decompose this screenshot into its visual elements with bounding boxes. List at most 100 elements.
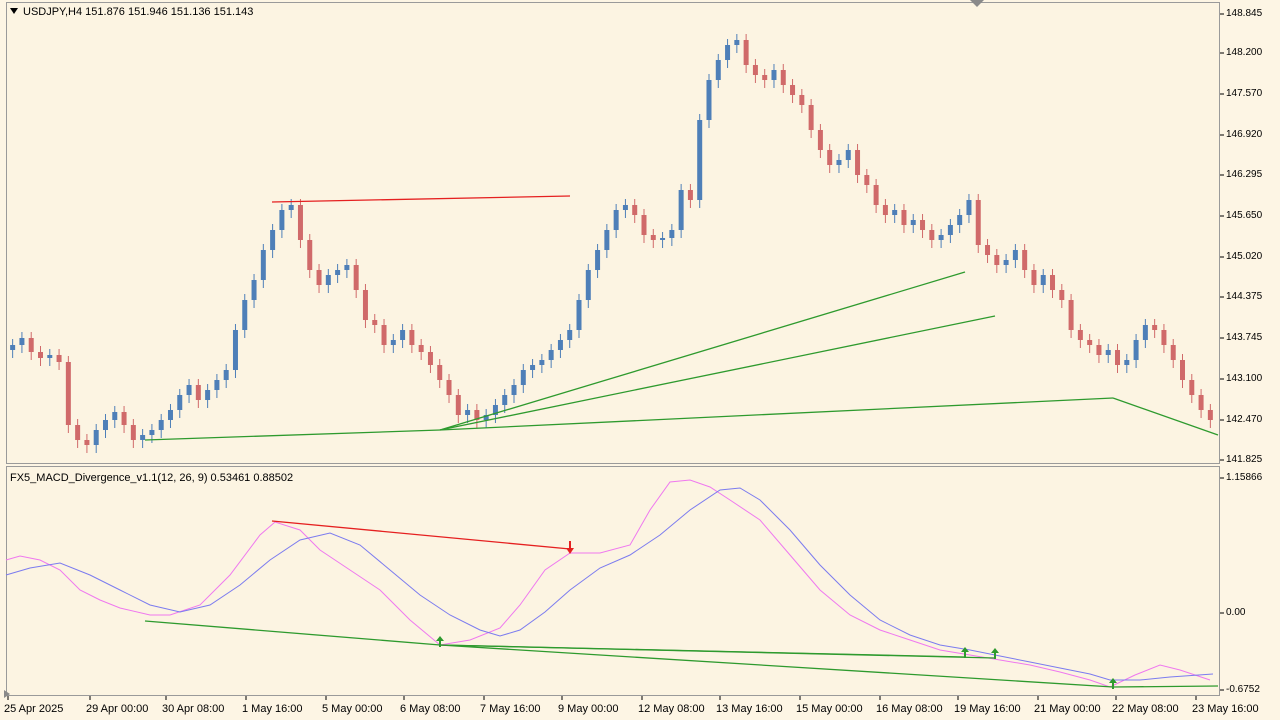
dropdown-triangle-icon[interactable] (10, 8, 18, 14)
candle-body (427, 352, 433, 365)
candle-body (557, 340, 563, 350)
time-label: 7 May 16:00 (480, 703, 541, 715)
candle-body (957, 215, 963, 225)
macd-line (5, 479, 1211, 688)
shift-marker-icon[interactable] (970, 0, 984, 7)
candle-body (947, 225, 953, 235)
candle-body (938, 235, 944, 240)
candle-body (186, 385, 192, 395)
time-label: 16 May 08:00 (876, 703, 943, 715)
price-chart-pane[interactable] (6, 2, 1220, 464)
candle-body (920, 220, 926, 230)
time-label: 13 May 16:00 (716, 703, 783, 715)
candle-body (985, 245, 991, 255)
candle-body (752, 65, 758, 75)
candle-body (604, 230, 610, 250)
candle-body (743, 40, 749, 65)
candle-body (37, 352, 43, 358)
candle-body (1152, 325, 1158, 330)
candle-body (353, 265, 359, 290)
candle-body (687, 190, 693, 200)
candle-body (260, 250, 266, 280)
price-label: 143.100 (1226, 373, 1263, 384)
candle-body (706, 80, 712, 120)
bullish-divergence-line (439, 644, 996, 659)
sell-arrow-icon (566, 548, 574, 554)
bullish-divergence-line (144, 429, 441, 441)
candle-body (1050, 275, 1056, 290)
candle-body (121, 412, 127, 425)
candle-body (929, 230, 935, 240)
candle-body (409, 330, 415, 345)
candle-body (344, 265, 350, 270)
candle-body (279, 210, 285, 230)
axis-ticks (7, 13, 1224, 700)
candle-body (214, 380, 220, 390)
candle-body (762, 75, 768, 80)
candle-body (1180, 360, 1186, 380)
candle-body (390, 340, 396, 345)
candle-body (520, 370, 526, 385)
price-label: 143.745 (1226, 332, 1263, 343)
candle-body (75, 425, 81, 440)
time-label: 25 Apr 2025 (4, 703, 64, 715)
bullish-divergence-line (439, 271, 966, 431)
candle-body (362, 290, 368, 320)
macd-indicator-pane[interactable] (6, 466, 1220, 696)
candle-body (130, 425, 136, 440)
bullish-divergence-line (1112, 685, 1219, 688)
candle-body (1040, 275, 1046, 285)
candle-body (455, 395, 461, 415)
candle-body (400, 330, 406, 340)
candle-body (474, 410, 480, 420)
candle-body (632, 205, 638, 215)
time-label: 22 May 08:00 (1112, 703, 1179, 715)
candle-body (576, 300, 582, 330)
candle-body (316, 270, 322, 285)
time-label: 30 Apr 08:00 (162, 703, 225, 715)
bearish-divergence-line (271, 195, 571, 203)
time-label: 5 May 00:00 (322, 703, 383, 715)
candle-body (994, 255, 1000, 265)
price-label: 145.650 (1226, 210, 1263, 221)
price-label: 148.845 (1226, 8, 1263, 19)
candle-body (725, 45, 731, 60)
candle-body (836, 160, 842, 165)
candle-body (799, 95, 805, 105)
candle-body (1124, 360, 1130, 365)
candle-body (149, 430, 155, 435)
time-label: 12 May 08:00 (638, 703, 705, 715)
candle-body (297, 205, 303, 240)
symbol-header: USDJPY,H4 151.876 151.946 151.136 151.14… (10, 6, 253, 18)
candle-body (650, 235, 656, 240)
candle-body (827, 150, 833, 165)
candle-body (158, 420, 164, 430)
candle-body (1003, 260, 1009, 265)
signal-line (5, 487, 1214, 681)
price-label: 147.570 (1226, 88, 1263, 99)
candle-body (381, 325, 387, 345)
candle-body (1115, 350, 1121, 365)
candle-body (372, 320, 378, 325)
candle-body (1068, 300, 1074, 330)
time-label: 19 May 16:00 (954, 703, 1021, 715)
candle-body (660, 238, 666, 240)
candle-body (975, 200, 981, 245)
candle-body (613, 210, 619, 230)
candle-body (84, 440, 90, 445)
price-label: 146.295 (1226, 169, 1263, 180)
candle-body (697, 120, 703, 200)
scroll-marker-icon[interactable] (4, 690, 10, 698)
candle-body (437, 365, 443, 380)
bullish-divergence-line (439, 397, 1114, 431)
price-label: 144.375 (1226, 291, 1263, 302)
indicator-scale-label: -0.6752 (1226, 684, 1260, 695)
candle-body (966, 200, 972, 215)
candle-body (892, 210, 898, 215)
candle-body (195, 385, 201, 400)
candle-body (112, 412, 118, 420)
candle-body (808, 105, 814, 130)
indicator-scale-label: 0.00 (1226, 607, 1246, 618)
candle-body (325, 275, 331, 285)
